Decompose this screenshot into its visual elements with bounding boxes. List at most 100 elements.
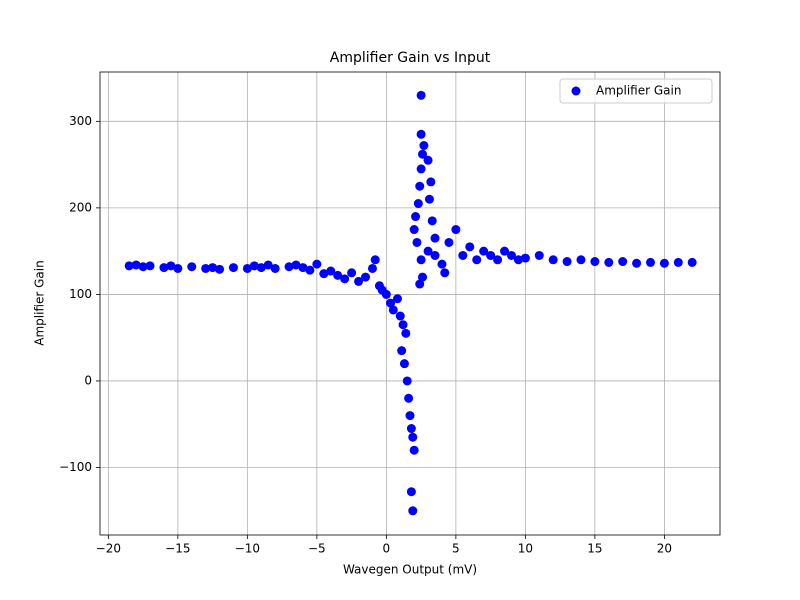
point bbox=[479, 246, 489, 256]
x-tick-label: −5 bbox=[308, 542, 326, 556]
legend-label: Amplifier Gain bbox=[596, 84, 681, 98]
point bbox=[173, 263, 183, 273]
point bbox=[500, 246, 510, 256]
point bbox=[208, 263, 218, 273]
x-tick-label: 15 bbox=[587, 542, 602, 556]
point bbox=[576, 255, 586, 265]
point bbox=[418, 149, 428, 159]
point bbox=[416, 255, 426, 265]
legend-box bbox=[559, 78, 713, 104]
point bbox=[413, 199, 423, 209]
point bbox=[159, 263, 169, 273]
point bbox=[361, 272, 371, 282]
points bbox=[124, 90, 697, 516]
x-tick-label: 10 bbox=[518, 542, 533, 556]
point bbox=[430, 233, 440, 243]
point bbox=[145, 261, 155, 271]
point bbox=[284, 262, 294, 272]
x-axis-label: Wavegen Output (mV) bbox=[343, 563, 477, 577]
point bbox=[347, 268, 357, 278]
point bbox=[444, 237, 454, 247]
point bbox=[138, 262, 148, 272]
x-tick-label: 5 bbox=[452, 542, 460, 556]
point bbox=[399, 359, 409, 369]
point bbox=[437, 259, 447, 269]
point bbox=[256, 263, 266, 273]
point bbox=[326, 266, 336, 276]
y-tick-label: 200 bbox=[69, 200, 92, 214]
point bbox=[408, 432, 418, 442]
point bbox=[416, 90, 426, 100]
point bbox=[418, 272, 428, 282]
point bbox=[645, 257, 655, 267]
x-tick-label: −10 bbox=[235, 542, 260, 556]
point bbox=[412, 237, 422, 247]
point bbox=[201, 263, 211, 273]
x-tick-label: 20 bbox=[657, 542, 672, 556]
point bbox=[430, 250, 440, 260]
y-axis-label: Amplifier Gain bbox=[33, 260, 47, 345]
point bbox=[458, 250, 468, 260]
point bbox=[604, 257, 614, 267]
x-tick-label: −15 bbox=[165, 542, 190, 556]
point bbox=[687, 257, 697, 267]
point bbox=[381, 289, 391, 299]
point bbox=[427, 216, 437, 226]
point bbox=[263, 260, 273, 270]
legend-marker bbox=[571, 86, 581, 96]
point bbox=[402, 376, 412, 386]
point bbox=[340, 274, 350, 284]
point bbox=[415, 279, 425, 289]
point bbox=[411, 212, 421, 222]
point bbox=[548, 255, 558, 265]
point bbox=[405, 411, 415, 421]
point bbox=[423, 246, 433, 256]
chart-title: Amplifier Gain vs Input bbox=[330, 50, 491, 66]
point bbox=[590, 257, 600, 267]
point bbox=[486, 250, 496, 260]
point bbox=[333, 270, 343, 280]
point bbox=[187, 262, 197, 272]
point bbox=[392, 294, 402, 304]
point bbox=[298, 263, 308, 273]
point bbox=[534, 250, 544, 260]
point bbox=[401, 328, 411, 338]
y-tick-label: 0 bbox=[84, 373, 92, 387]
point bbox=[404, 393, 414, 403]
point bbox=[416, 164, 426, 174]
point bbox=[215, 264, 225, 274]
legend: Amplifier Gain bbox=[559, 78, 713, 104]
point bbox=[465, 242, 475, 252]
point bbox=[419, 141, 429, 151]
point bbox=[166, 261, 176, 271]
point bbox=[270, 263, 280, 273]
point bbox=[370, 255, 380, 265]
point bbox=[354, 276, 364, 286]
point bbox=[312, 259, 322, 269]
point bbox=[242, 263, 252, 273]
point bbox=[305, 265, 315, 275]
point bbox=[409, 445, 419, 455]
point bbox=[397, 346, 407, 356]
point bbox=[386, 298, 396, 308]
point bbox=[249, 261, 259, 271]
point bbox=[426, 177, 436, 187]
point bbox=[424, 194, 434, 204]
x-tick-label: −20 bbox=[96, 542, 121, 556]
point bbox=[406, 487, 416, 497]
point bbox=[506, 250, 516, 260]
point bbox=[398, 320, 408, 330]
point bbox=[520, 253, 530, 263]
point bbox=[395, 311, 405, 321]
point bbox=[440, 268, 450, 278]
point bbox=[659, 258, 669, 268]
point bbox=[408, 506, 418, 516]
y-tick-label: 100 bbox=[69, 287, 92, 301]
point bbox=[409, 225, 419, 235]
y-tick-label: 300 bbox=[69, 114, 92, 128]
point bbox=[493, 255, 503, 265]
point bbox=[416, 129, 426, 139]
point bbox=[367, 263, 377, 273]
point bbox=[472, 255, 482, 265]
